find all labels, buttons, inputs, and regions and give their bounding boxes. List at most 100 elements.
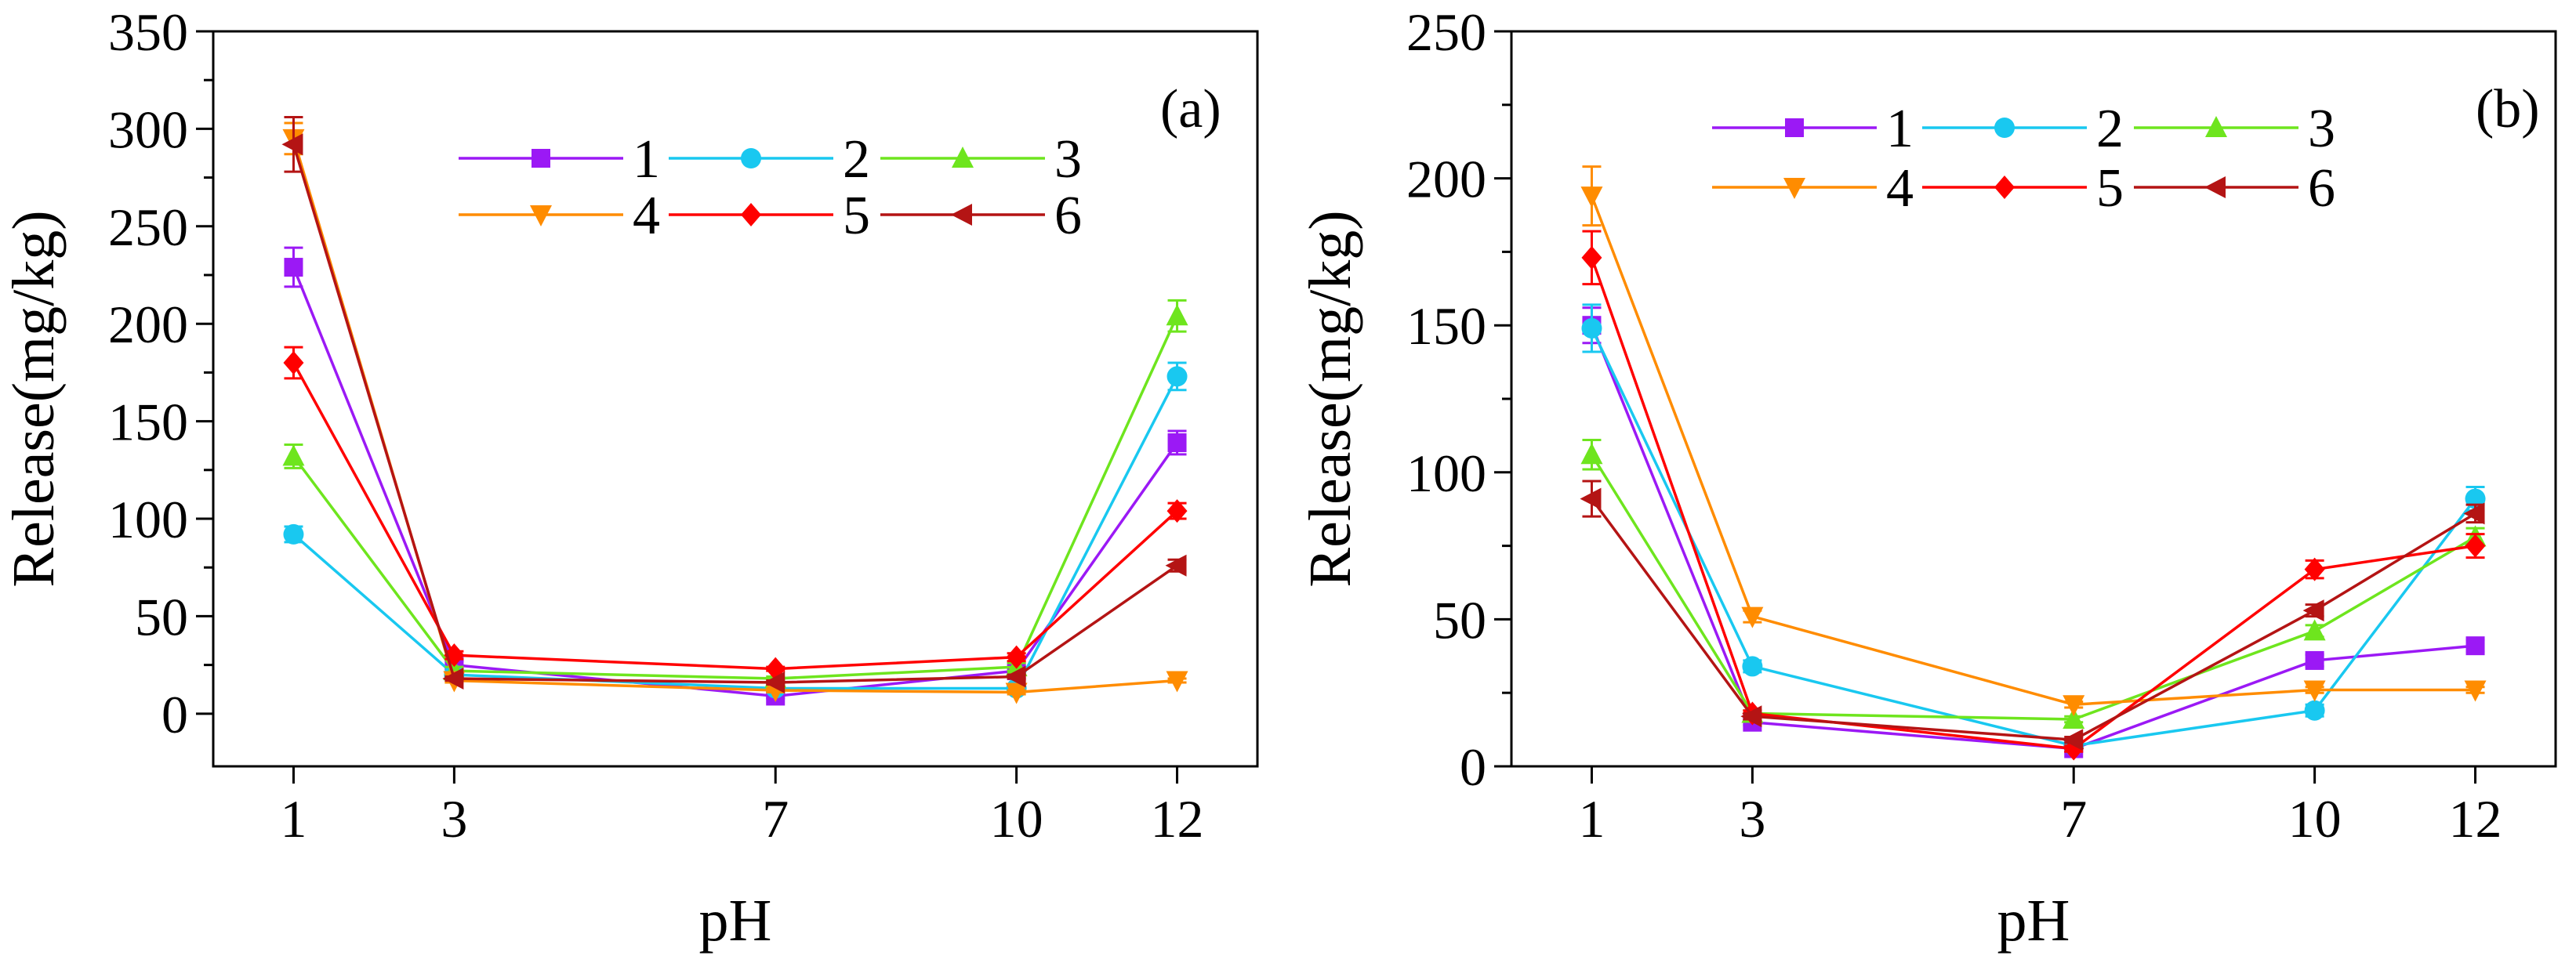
legend-label: 4 <box>633 186 660 246</box>
data-point <box>1166 499 1188 523</box>
data-point <box>1005 682 1028 704</box>
series-line <box>292 375 1179 690</box>
y-tick-label: 0 <box>1460 737 1486 797</box>
legend-item-4: 4 <box>1712 158 1914 219</box>
legend-label: 1 <box>1886 99 1914 159</box>
legend-label: 3 <box>2308 99 2335 159</box>
data-point <box>2465 534 2486 558</box>
series-5 <box>283 346 1188 681</box>
legend-label: 2 <box>2096 99 2124 159</box>
x-tick-label: 1 <box>280 789 307 849</box>
x-axis-label: pH <box>699 888 772 954</box>
legend-marker <box>741 203 761 226</box>
legend-marker <box>1785 118 1804 137</box>
data-point <box>2303 619 2326 641</box>
data-point <box>2302 599 2324 622</box>
series-4 <box>1580 165 2487 717</box>
legend-item-1: 1 <box>1712 99 1914 159</box>
series-line <box>292 315 1179 680</box>
series-3 <box>1580 439 2487 729</box>
legend-marker <box>952 147 974 168</box>
x-tick-label: 7 <box>2060 789 2087 849</box>
data-point <box>2304 700 2325 721</box>
series-3 <box>282 299 1188 689</box>
y-tick-label: 200 <box>1406 150 1486 209</box>
data-point <box>1004 665 1026 688</box>
legend-marker <box>1783 178 1805 199</box>
data-point <box>1166 671 1188 693</box>
data-point <box>2465 636 2485 656</box>
legend-label: 1 <box>633 129 660 190</box>
series-line <box>292 138 1177 694</box>
data-point <box>1580 487 1602 510</box>
y-axis-label: Release(mg/kg) <box>1 210 67 587</box>
legend-label: 5 <box>2096 158 2124 219</box>
legend-marker <box>1994 118 2015 138</box>
panel-label: (a) <box>1160 79 1221 139</box>
series-6 <box>1580 480 2485 751</box>
legend-item-5: 5 <box>1922 158 2124 219</box>
data-point <box>1580 443 1603 465</box>
series-line <box>1590 195 2476 706</box>
data-point <box>283 350 304 375</box>
data-point <box>2304 557 2325 581</box>
legend-marker <box>532 149 550 168</box>
y-tick-label: 300 <box>108 100 188 159</box>
legend-label: 4 <box>1886 158 1914 219</box>
data-point <box>2303 680 2326 702</box>
series-6 <box>281 115 1187 694</box>
series-1 <box>284 246 1187 706</box>
series-line <box>1590 324 2476 751</box>
y-tick-label: 100 <box>108 490 188 549</box>
legend-item-6: 6 <box>880 186 1082 246</box>
series-5 <box>1581 230 2486 761</box>
data-point <box>2063 707 2085 729</box>
legend-item-6: 6 <box>2134 158 2335 219</box>
data-point <box>1742 656 1763 677</box>
series-line <box>1590 328 2476 748</box>
plot-frame <box>212 30 1259 768</box>
legend-item-1: 1 <box>459 129 660 190</box>
data-point <box>283 523 304 545</box>
x-tick-label: 12 <box>1151 789 1204 849</box>
data-point <box>2305 650 2324 670</box>
data-point <box>284 258 303 277</box>
legend-label: 6 <box>2308 158 2335 219</box>
data-point <box>1167 433 1187 452</box>
data-point <box>1741 606 1764 628</box>
series-line <box>1591 498 2476 742</box>
x-tick-label: 7 <box>762 789 789 849</box>
x-tick-label: 10 <box>2288 789 2342 849</box>
x-tick-label: 3 <box>1739 789 1765 849</box>
legend-item-5: 5 <box>669 186 870 246</box>
legend-item-3: 3 <box>880 129 1082 190</box>
legend-marker <box>2205 116 2227 137</box>
y-tick-label: 50 <box>135 587 188 646</box>
x-tick-label: 1 <box>1578 789 1605 849</box>
x-tick-label: 12 <box>2449 789 2502 849</box>
legend-item-2: 2 <box>669 129 870 190</box>
data-point <box>2063 695 2085 717</box>
x-axis-label: pH <box>1997 888 2070 954</box>
legend-item-4: 4 <box>459 186 660 246</box>
y-tick-label: 150 <box>108 393 188 452</box>
legend-marker <box>951 204 972 226</box>
data-point <box>281 133 303 156</box>
y-axis-label: Release(mg/kg) <box>1297 210 1363 587</box>
legend: 1 2 3 4 5 6 <box>1712 99 2335 219</box>
y-tick-label: 250 <box>108 197 188 257</box>
data-point <box>764 672 785 694</box>
y-tick-label: 100 <box>1406 443 1486 503</box>
data-point <box>2464 680 2487 702</box>
legend-label: 3 <box>1054 129 1082 190</box>
y-tick-label: 150 <box>1406 296 1486 356</box>
y-tick-label: 250 <box>1406 2 1486 62</box>
data-point <box>1581 317 1602 338</box>
data-point <box>1581 245 1602 270</box>
legend-item-2: 2 <box>1922 99 2124 159</box>
data-point <box>1740 705 1762 728</box>
legend-label: 6 <box>1054 186 1082 246</box>
